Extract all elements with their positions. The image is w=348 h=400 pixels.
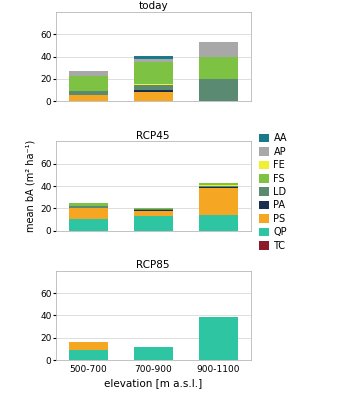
Bar bbox=[69, 342, 108, 350]
Bar bbox=[134, 347, 173, 360]
Bar bbox=[199, 215, 238, 231]
Bar bbox=[134, 210, 173, 216]
Title: RCP45: RCP45 bbox=[136, 131, 170, 141]
Bar bbox=[69, 91, 108, 95]
Bar bbox=[134, 90, 173, 92]
Bar bbox=[69, 95, 108, 101]
X-axis label: elevation [m a.s.l.]: elevation [m a.s.l.] bbox=[104, 378, 202, 388]
Bar bbox=[199, 79, 238, 101]
Bar bbox=[69, 76, 108, 91]
Bar bbox=[199, 42, 238, 57]
Bar bbox=[134, 60, 173, 62]
Bar bbox=[199, 57, 238, 79]
Bar bbox=[134, 208, 173, 209]
Legend: AA, AP, FE, FS, LD, PA, PS, QP, TC: AA, AP, FE, FS, LD, PA, PS, QP, TC bbox=[259, 133, 287, 251]
Bar bbox=[199, 186, 238, 187]
Y-axis label: mean bA (m² ha⁻¹): mean bA (m² ha⁻¹) bbox=[26, 140, 36, 232]
Title: RCP85: RCP85 bbox=[136, 260, 170, 270]
Title: today: today bbox=[138, 1, 168, 11]
Bar bbox=[69, 206, 108, 208]
Bar bbox=[199, 316, 238, 360]
Bar bbox=[69, 350, 108, 360]
Bar bbox=[199, 183, 238, 186]
Bar bbox=[134, 209, 173, 210]
Bar bbox=[69, 203, 108, 206]
Bar bbox=[134, 62, 173, 84]
Bar bbox=[69, 70, 108, 76]
Bar bbox=[69, 208, 108, 220]
Bar bbox=[134, 216, 173, 231]
Bar bbox=[69, 220, 108, 231]
Bar bbox=[134, 56, 173, 60]
Bar bbox=[134, 92, 173, 101]
Bar bbox=[134, 84, 173, 90]
Bar bbox=[199, 188, 238, 215]
Bar bbox=[199, 187, 238, 188]
